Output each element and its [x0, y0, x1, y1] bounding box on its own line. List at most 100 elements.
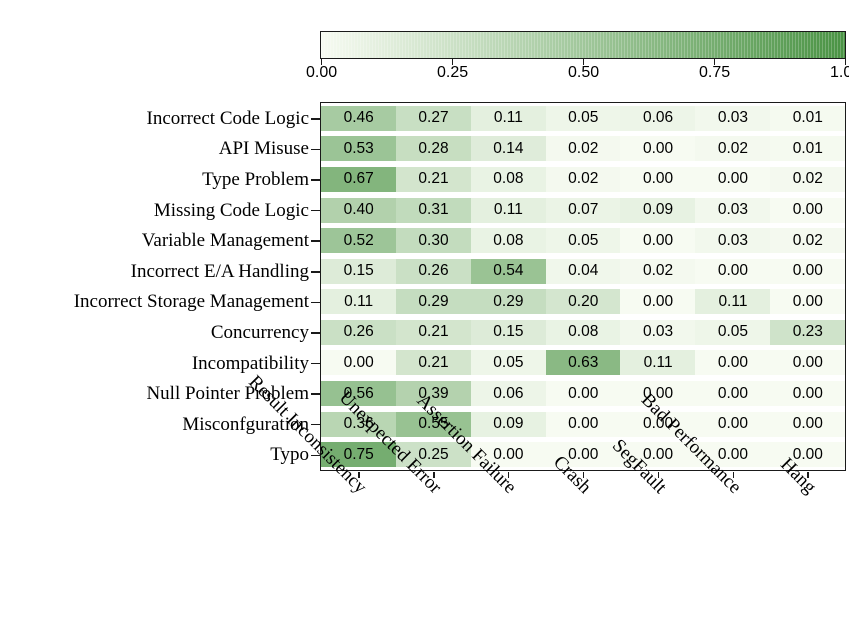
heatmap-cell-value: 0.03 [717, 109, 749, 127]
colorbar-tick-label: 0.75 [699, 64, 731, 81]
heatmap-cell: 0.00 [770, 197, 846, 223]
heatmap-cell-value: 0.00 [717, 353, 749, 371]
heatmap-cell: 0.03 [620, 319, 696, 345]
heatmap-cell-value: 0.01 [792, 139, 823, 157]
heatmap-cell: 0.00 [620, 381, 696, 407]
heatmap-cell: 0.15 [470, 319, 547, 345]
heatmap-cell: 0.40 [321, 197, 397, 223]
heatmap-cell: 0.02 [545, 166, 621, 192]
heatmap-cell-value: 0.63 [568, 353, 599, 371]
heatmap-cell: 0.52 [321, 228, 397, 254]
heatmap-cell-value: 0.00 [792, 201, 823, 219]
heatmap-cell: 0.00 [695, 411, 771, 437]
heatmap-cell: 0.00 [620, 228, 696, 254]
heatmap-cell-value: 0.52 [343, 231, 374, 249]
x-tick [582, 471, 585, 478]
heatmap-cell: 0.11 [470, 105, 547, 131]
y-tick [311, 423, 320, 426]
colorbar-tick-label: 0.00 [306, 64, 338, 81]
heatmap-cell-value: 0.23 [792, 323, 823, 341]
heatmap-cell-value: 0.28 [418, 139, 449, 157]
heatmap-cell: 0.00 [620, 136, 696, 162]
y-tick [311, 362, 320, 365]
heatmap-cell-value: 0.00 [568, 445, 599, 463]
heatmap-cell: 0.36 [321, 411, 397, 437]
heatmap-cell: 0.02 [695, 136, 771, 162]
colorbar-tick-label: 0.25 [437, 64, 469, 81]
heatmap-cell-value: 0.05 [568, 109, 599, 127]
heatmap-cell-value: 0.53 [343, 139, 374, 157]
colorbar-tick [844, 59, 847, 66]
heatmap-cell-value: 0.08 [568, 323, 599, 341]
heatmap-cell-value: 0.54 [493, 262, 524, 280]
heatmap-cell-value: 0.46 [343, 109, 374, 127]
heatmap-cell-value: 0.00 [643, 384, 674, 402]
heatmap-plot-area: 0.46 0.27 0.11 0.05 0.06 0.03 0.01 0.53 0.28 0.14… [320, 102, 846, 471]
heatmap-cell-value: 0.00 [643, 415, 674, 433]
heatmap-cell: 0.21 [395, 319, 472, 345]
row-label: Misconfguration [182, 413, 309, 435]
heatmap-cell-value: 0.11 [493, 201, 523, 219]
heatmap-cell-value: 0.29 [418, 292, 449, 310]
heatmap-cell-value: 0.11 [493, 109, 523, 127]
heatmap-cell-value: 0.00 [343, 353, 374, 371]
heatmap-cell: 0.25 [395, 442, 472, 468]
heatmap-cell-value: 0.02 [568, 170, 599, 188]
heatmap-cell: 0.05 [545, 105, 621, 131]
heatmap-cell-value: 0.11 [643, 353, 673, 371]
heatmap-cell: 0.00 [770, 258, 846, 284]
heatmap-cell: 0.21 [395, 350, 472, 376]
x-tick [657, 471, 660, 478]
heatmap-cell: 0.21 [395, 166, 472, 192]
row-label: Incorrect Storage Management [73, 291, 309, 313]
heatmap-cell: 0.00 [695, 166, 771, 192]
heatmap-cell-value: 0.02 [792, 231, 823, 249]
heatmap-cell: 0.00 [545, 381, 621, 407]
heatmap-cell: 0.07 [545, 197, 621, 223]
heatmap-cell: 0.00 [545, 442, 621, 468]
heatmap-cell-value: 0.02 [568, 139, 599, 157]
heatmap-cell: 0.00 [695, 258, 771, 284]
heatmap-cell-value: 0.15 [493, 323, 524, 341]
heatmap-cell: 0.00 [770, 411, 846, 437]
heatmap-cell-value: 0.00 [792, 445, 823, 463]
heatmap-cell: 0.06 [470, 381, 547, 407]
row-label: Incompatibility [191, 352, 309, 374]
heatmap-cell-value: 0.21 [418, 170, 449, 188]
heatmap-cell-value: 0.39 [418, 384, 449, 402]
heatmap-cell: 0.54 [470, 258, 547, 284]
heatmap-cell-value: 0.06 [493, 384, 524, 402]
heatmap-cell-value: 0.07 [568, 201, 599, 219]
y-tick [311, 209, 320, 212]
heatmap-cell-value: 0.05 [493, 353, 524, 371]
colorbar-tick [582, 59, 585, 66]
heatmap-cell: 0.53 [321, 136, 397, 162]
heatmap-cell-value: 0.00 [792, 353, 823, 371]
heatmap-cell: 0.02 [770, 228, 846, 254]
heatmap-cell-value: 0.26 [343, 323, 374, 341]
heatmap-cell: 0.30 [395, 228, 472, 254]
colorbar-stripe-overlay [321, 32, 845, 58]
heatmap-cell-value: 0.00 [792, 262, 823, 280]
colorbar [320, 31, 846, 59]
heatmap-cell-value: 0.03 [717, 231, 749, 249]
heatmap-cell-value: 0.00 [792, 384, 823, 402]
colorbar-tick-label: 1.00 [830, 64, 849, 81]
heatmap-cell: 0.00 [770, 350, 846, 376]
heatmap-cell: 0.03 [695, 197, 771, 223]
row-label: Incorrect E/A Handling [130, 260, 309, 282]
heatmap-cell: 0.03 [695, 228, 771, 254]
heatmap-cell-value: 0.05 [717, 323, 749, 341]
heatmap-cell: 0.11 [470, 197, 547, 223]
heatmap-cell-value: 0.00 [568, 384, 599, 402]
heatmap-cell: 0.00 [770, 442, 846, 468]
heatmap-cell: 0.75 [321, 442, 397, 468]
heatmap-cell-value: 0.01 [792, 109, 823, 127]
heatmap-cell: 0.00 [620, 166, 696, 192]
heatmap-cell-value: 0.00 [717, 170, 749, 188]
heatmap-cell: 0.15 [321, 258, 397, 284]
y-tick [311, 148, 320, 151]
heatmap-cell: 0.02 [545, 136, 621, 162]
heatmap-cell: 0.05 [470, 350, 547, 376]
